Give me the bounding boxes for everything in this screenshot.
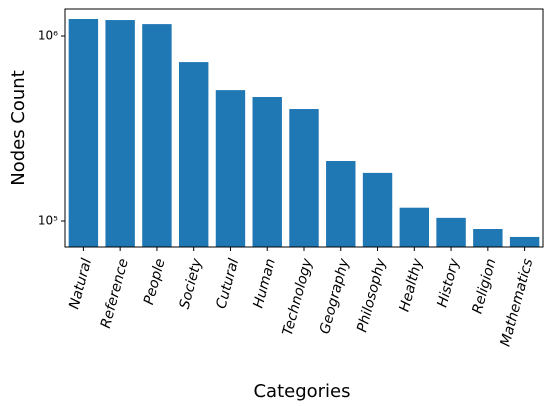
bar bbox=[252, 97, 282, 247]
bar bbox=[436, 217, 466, 247]
bar bbox=[289, 109, 319, 247]
x-axis-label: Categories bbox=[253, 381, 350, 402]
y-tick-label: 10⁶ bbox=[38, 29, 58, 43]
x-tick-label: Reference bbox=[98, 257, 132, 330]
x-tick-label: Technology bbox=[280, 256, 316, 337]
x-tick-label: Cutural bbox=[213, 257, 242, 311]
y-axis-label: Nodes Count bbox=[8, 70, 29, 186]
x-tick-label: Human bbox=[250, 257, 279, 310]
x-tick-label: People bbox=[141, 257, 169, 307]
bar bbox=[399, 207, 430, 247]
bar bbox=[215, 90, 246, 248]
x-tick-label: Philosophy bbox=[354, 256, 389, 334]
x-tick-label: Society bbox=[177, 256, 206, 311]
x-tick-label: History bbox=[434, 256, 463, 309]
x-tick-label: Religion bbox=[470, 257, 500, 316]
plot-frame bbox=[64, 8, 544, 248]
bar bbox=[68, 19, 99, 247]
x-tick-label: Mathematics bbox=[498, 257, 537, 348]
bar bbox=[362, 172, 393, 247]
bar bbox=[473, 229, 503, 247]
bar bbox=[105, 20, 135, 247]
bar bbox=[509, 236, 540, 247]
x-tick-label: Geography bbox=[317, 256, 353, 335]
bar bbox=[178, 62, 209, 248]
bar bbox=[326, 161, 356, 247]
bar bbox=[142, 24, 172, 248]
x-tick-label: Healthy bbox=[397, 256, 427, 313]
y-tick-label: 10⁵ bbox=[38, 214, 58, 228]
x-tick-label: Natural bbox=[66, 257, 95, 311]
